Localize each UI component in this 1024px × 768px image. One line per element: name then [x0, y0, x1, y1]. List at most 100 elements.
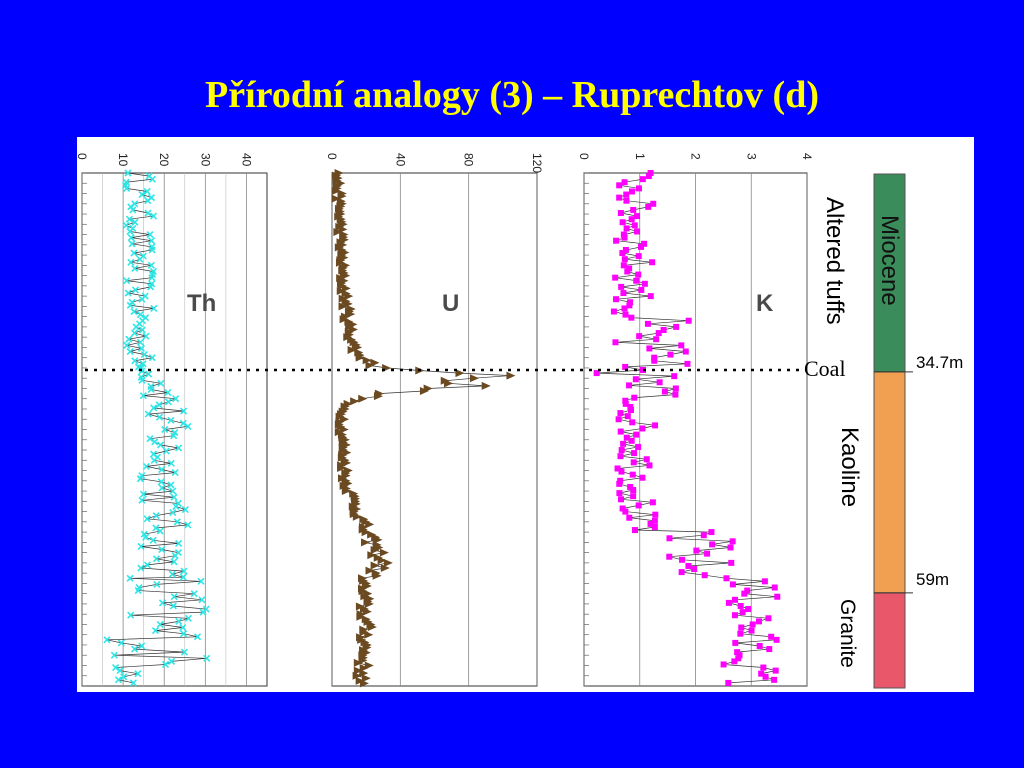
data-point [131, 286, 139, 294]
data-point [120, 673, 128, 681]
data-point [164, 388, 172, 397]
data-point [148, 246, 156, 254]
data-point [613, 296, 620, 303]
data-point [150, 304, 158, 312]
data-point [333, 227, 343, 236]
data-point [383, 558, 393, 567]
data-point [180, 630, 188, 638]
data-point [616, 490, 623, 497]
data-point [620, 290, 627, 297]
data-point [143, 187, 151, 196]
data-point [153, 580, 161, 588]
data-point [156, 620, 164, 629]
data-point [360, 592, 370, 601]
data-point [161, 425, 169, 434]
data-point [771, 584, 778, 591]
data-point [352, 512, 362, 521]
data-point [197, 577, 205, 585]
data-point [158, 484, 166, 492]
data-point [175, 617, 183, 625]
data-point [623, 191, 630, 198]
data-point [193, 633, 202, 641]
data-point [682, 348, 689, 355]
data-point [138, 295, 146, 303]
data-point [617, 477, 624, 484]
data-point [171, 552, 179, 560]
data-point [732, 596, 739, 603]
unit-label-altered-tuffs: Altered tuffs [821, 197, 848, 325]
data-point [419, 387, 429, 396]
data-point [147, 283, 155, 291]
data-point [725, 679, 732, 686]
x-tick-label: 1 [633, 153, 647, 160]
data-point [627, 403, 634, 410]
data-point [727, 544, 734, 551]
data-point [729, 538, 736, 545]
data-point [651, 357, 658, 364]
data-point [337, 463, 347, 472]
data-point [620, 231, 627, 238]
data-point [630, 487, 637, 494]
lithology-column [873, 173, 913, 689]
data-point [626, 265, 633, 272]
data-point [481, 381, 491, 390]
data-point [117, 639, 125, 647]
data-point [634, 213, 641, 220]
data-point [143, 561, 152, 569]
data-point [110, 651, 118, 659]
lithology-label-miocene: Miocene [876, 215, 903, 306]
data-point [629, 419, 636, 426]
data-point [169, 602, 177, 610]
data-point [134, 670, 142, 678]
data-point [362, 356, 372, 365]
x-tick-label: 80 [462, 153, 476, 167]
data-point [359, 679, 369, 688]
data-point [631, 450, 638, 457]
element-label-u: U [442, 290, 459, 317]
data-point [130, 329, 139, 337]
data-point [170, 593, 178, 601]
data-point [615, 416, 622, 423]
data-point [619, 250, 626, 257]
coal-label: Coal [804, 356, 846, 381]
data-point [150, 404, 158, 412]
data-point [761, 578, 768, 585]
data-point [353, 666, 363, 675]
data-point [649, 259, 656, 266]
data-point [704, 550, 711, 557]
data-point [131, 218, 139, 226]
data-point [685, 562, 692, 569]
data-point [645, 203, 652, 210]
data-point [622, 400, 629, 407]
unit-label-granite: Granite [836, 599, 859, 668]
data-point [624, 268, 631, 275]
data-point [179, 573, 187, 581]
data-point [146, 230, 154, 239]
data-point [629, 188, 636, 195]
data-point [132, 323, 140, 331]
depth-marker-59m: 59m [916, 570, 949, 589]
x-tick-label: 3 [744, 153, 758, 160]
data-point [620, 262, 627, 269]
data-point [112, 663, 120, 672]
x-tick-label: 4 [800, 153, 814, 160]
data-point [103, 636, 111, 644]
data-point [621, 234, 628, 241]
data-point [772, 667, 779, 674]
x-tick-label: 0 [77, 153, 89, 160]
data-point [622, 363, 629, 370]
data-point [768, 633, 775, 640]
data-point [149, 536, 157, 544]
data-point [622, 246, 629, 253]
data-point [773, 636, 780, 643]
data-point [632, 527, 639, 534]
data-point [170, 558, 178, 566]
data-point [731, 658, 738, 665]
data-point [149, 212, 158, 220]
data-point [127, 611, 135, 619]
data-point [633, 277, 640, 284]
data-point [647, 520, 654, 527]
data-point [180, 407, 188, 415]
data-point [359, 664, 369, 673]
data-point [184, 521, 192, 529]
